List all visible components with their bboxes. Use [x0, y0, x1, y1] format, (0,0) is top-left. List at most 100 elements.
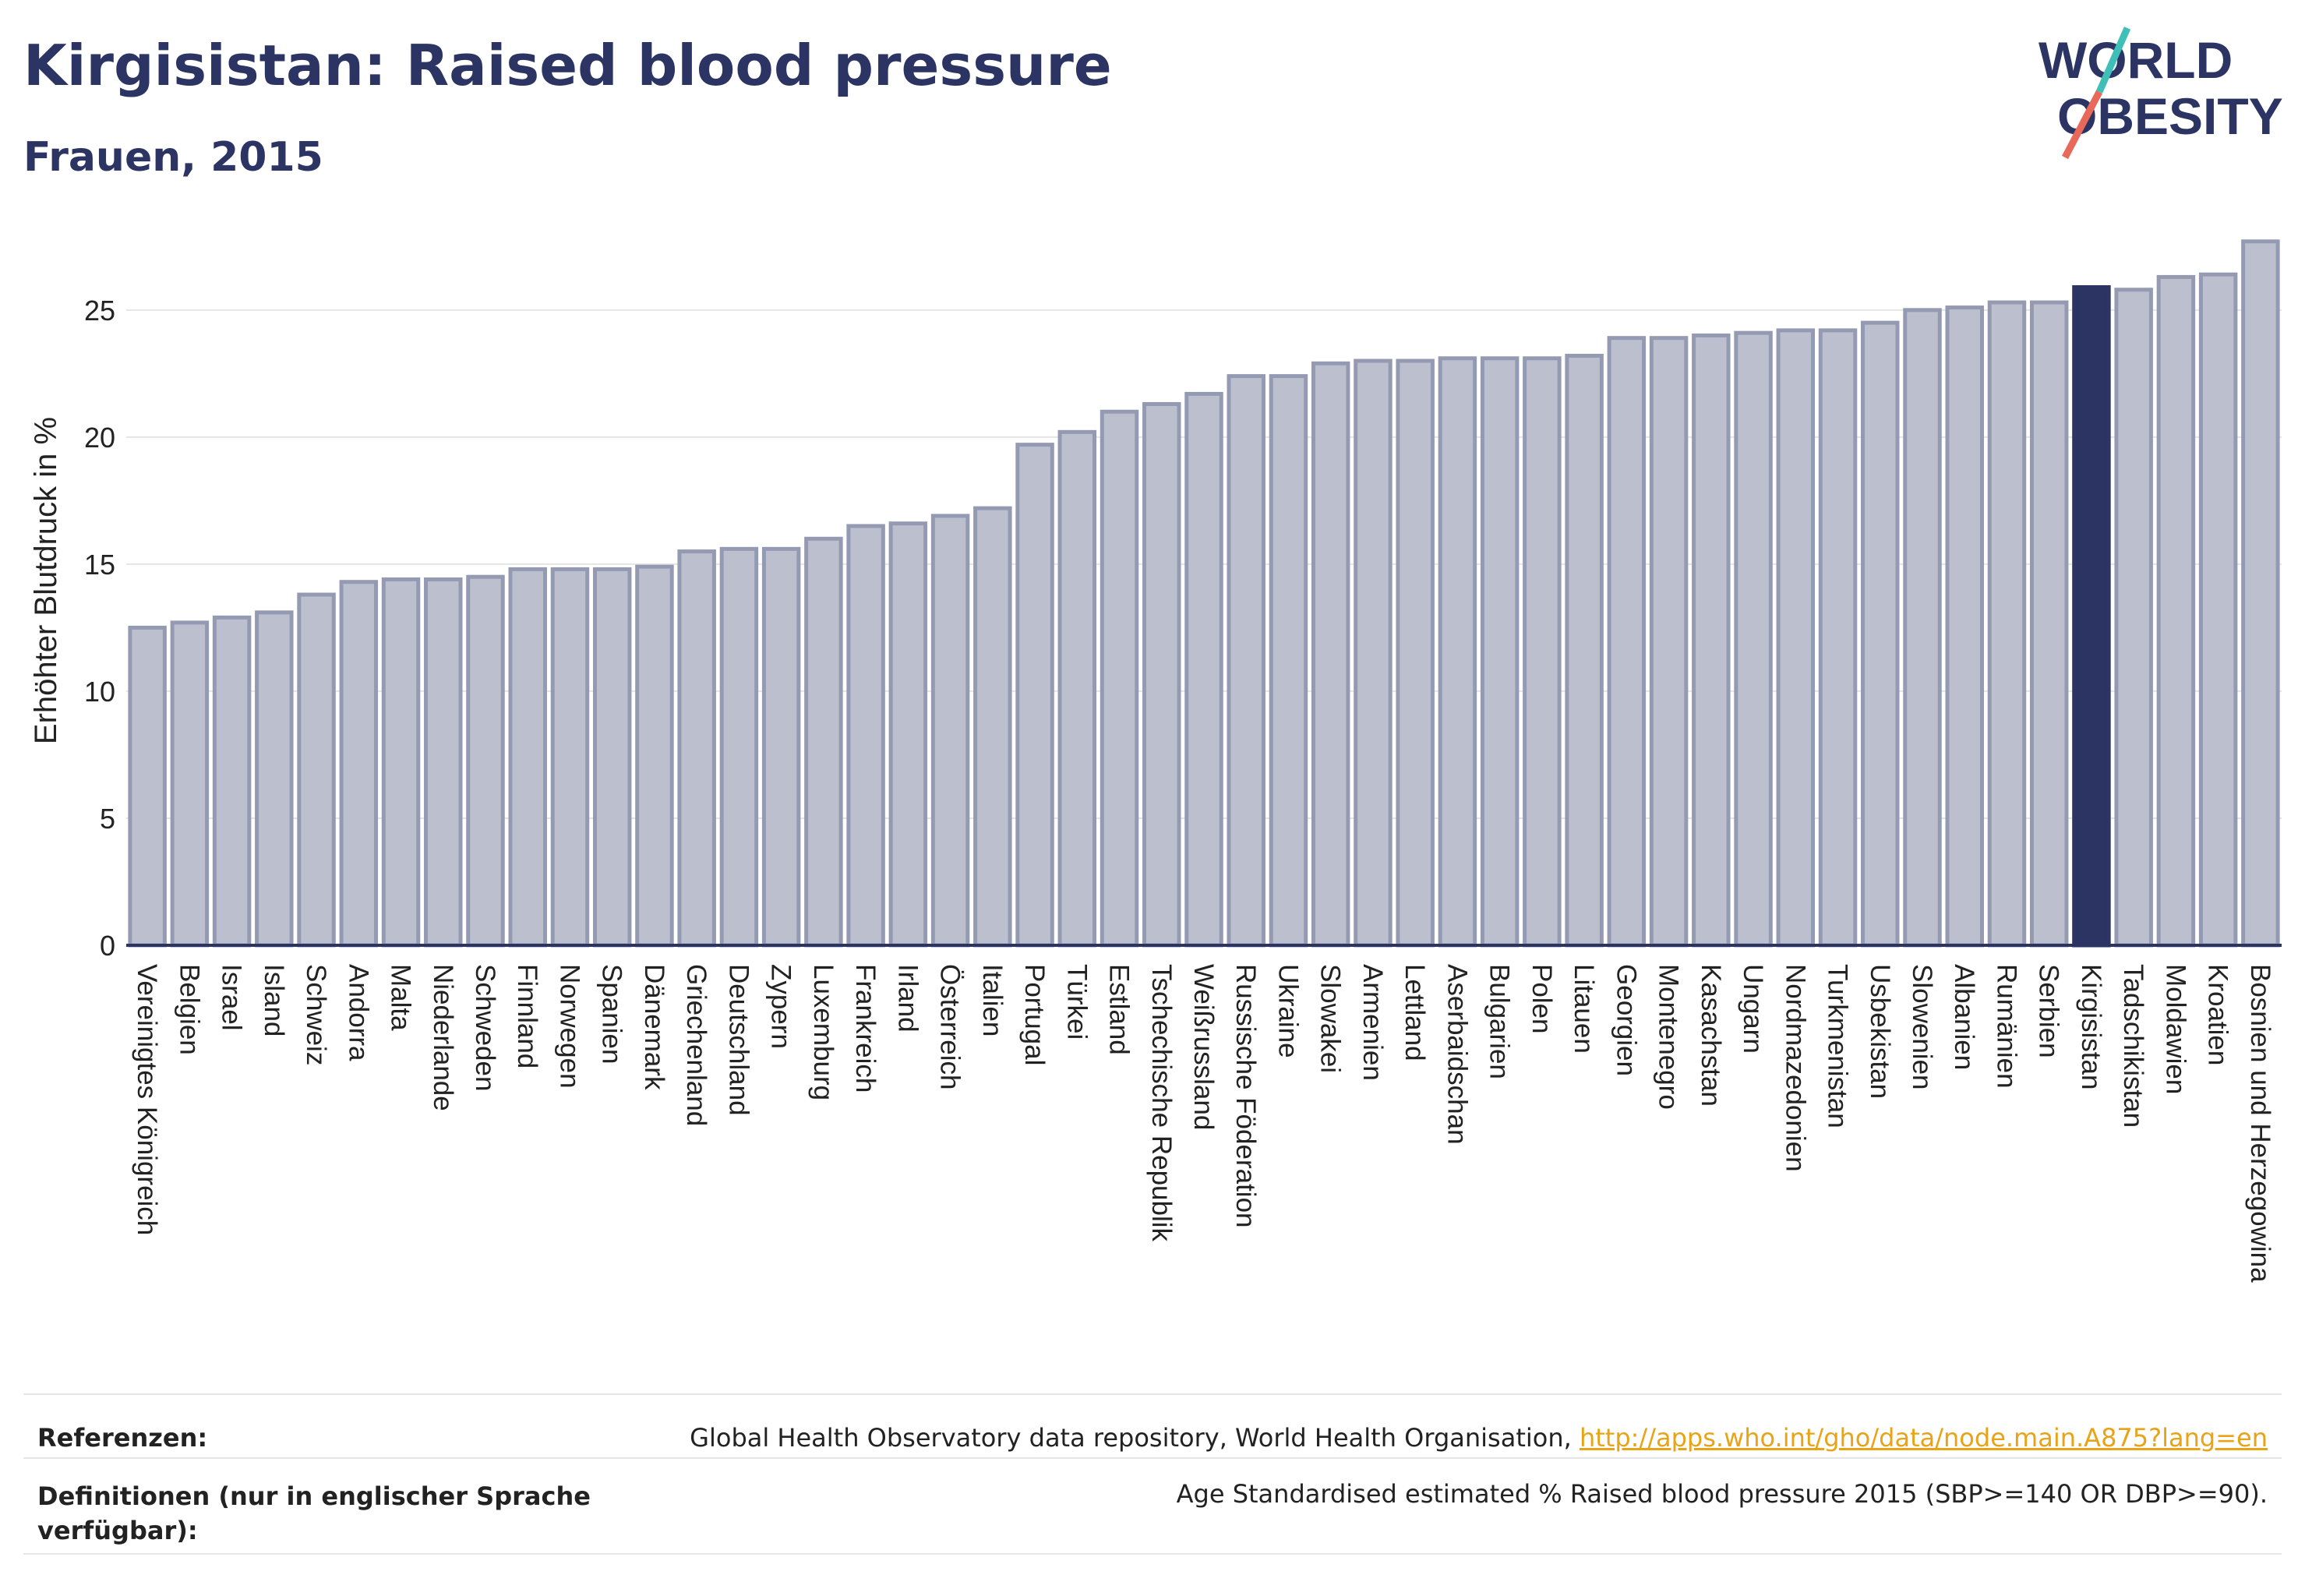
logo-slash-teal — [2095, 26, 2131, 94]
bar — [2198, 272, 2238, 948]
definitions-label-line-2: verfügbar): — [37, 1516, 198, 1545]
bar — [761, 546, 801, 948]
x-tick-label: Estland — [1104, 964, 1135, 1055]
references-label: Referenzen: — [37, 1423, 208, 1453]
bar — [339, 580, 379, 948]
bar — [930, 514, 970, 948]
x-tick-label: Türkei — [1061, 964, 1092, 1040]
x-tick-label: Russische Föderation — [1230, 964, 1261, 1228]
x-tick-label: Griechenland — [681, 964, 711, 1126]
x-tick-label: Polen — [1527, 964, 1557, 1034]
y-tick-label: 5 — [100, 803, 115, 835]
bar — [1142, 401, 1181, 948]
x-tick-label: Israel — [217, 964, 247, 1031]
x-tick-label: Deutschland — [723, 964, 754, 1116]
bar — [1354, 358, 1393, 948]
definitions-label-line-1: Definitionen (nur in englischer Sprache — [37, 1481, 591, 1511]
x-tick-label: Österreich — [935, 964, 965, 1089]
x-tick-label: Frankreich — [850, 964, 881, 1093]
x-tick-label: Lettland — [1400, 964, 1430, 1061]
x-tick-label: Dänemark — [639, 964, 669, 1090]
x-tick-label: Serbien — [2034, 964, 2064, 1058]
bar — [381, 577, 421, 948]
bar — [550, 567, 590, 948]
x-tick-label: Irland — [892, 964, 923, 1033]
x-tick-label: Georgien — [1611, 964, 1641, 1076]
page-title: Kirgisistan: Raised blood pressure — [23, 33, 1112, 98]
x-tick-label: Litauen — [1569, 964, 1599, 1054]
y-tick-label: 15 — [84, 549, 115, 581]
logo-line-1: WORLD — [2038, 31, 2233, 89]
x-tick-label: Weißrussland — [1188, 964, 1219, 1130]
x-tick-label: Andorra — [343, 964, 373, 1061]
bar-chart: Vereinigtes Königreich Belgien Israel Islan… — [29, 239, 2282, 1283]
references-link[interactable]: http://apps.who.int/gho/data/node.main.A… — [1579, 1423, 2268, 1453]
bar — [1311, 361, 1350, 948]
bar — [424, 577, 463, 948]
page-subtitle: Frauen, 2015 — [23, 134, 323, 181]
bar — [592, 567, 632, 948]
x-tick-label: Zypern — [766, 964, 796, 1049]
x-tick-label: Norwegen — [554, 964, 584, 1089]
bar — [1692, 333, 1731, 948]
x-tick-label: Aserbaidschan — [1442, 964, 1472, 1145]
x-tick-label: Slowenien — [1907, 964, 1937, 1090]
x-tick-label: Turkmenistan — [1823, 964, 1853, 1128]
y-tick-label: 0 — [100, 930, 115, 962]
references-value: Global Health Observatory data repositor… — [690, 1423, 2268, 1453]
x-tick-labels: Vereinigtes Königreich Belgien Israel Islan… — [132, 964, 2275, 1283]
y-tick-labels: 0 5 10 15 20 25 — [84, 295, 115, 962]
x-tick-label: Finnland — [512, 964, 542, 1068]
bar — [804, 536, 843, 948]
x-tick-label: Slowakei — [1315, 964, 1346, 1073]
bar — [1987, 300, 2027, 948]
x-tick-label: Belgien — [174, 964, 204, 1055]
bar — [846, 524, 885, 948]
x-tick-label: Schweiz — [301, 964, 331, 1065]
x-tick-label: Island — [259, 964, 289, 1036]
bar — [128, 625, 167, 948]
footer: Referenzen: Global Health Observatory da… — [23, 1393, 2282, 1557]
x-tick-label: Rumänien — [1991, 964, 2021, 1089]
bar — [1100, 409, 1139, 948]
bar — [2114, 288, 2153, 948]
x-tick-label: Ungarn — [1738, 964, 1768, 1054]
y-axis-label: Erhöhter Blutdruck in % — [29, 417, 63, 744]
bar — [973, 506, 1012, 948]
x-tick-label: Ukraine — [1273, 964, 1303, 1058]
bar — [1396, 358, 1435, 948]
bar — [508, 567, 547, 948]
bar — [1015, 443, 1054, 948]
x-tick-label: Niederlande — [428, 964, 458, 1111]
bar — [888, 521, 928, 948]
bar — [466, 574, 505, 948]
bars — [128, 239, 2280, 948]
x-tick-label: Malta — [386, 964, 416, 1031]
bar — [1734, 330, 1773, 948]
x-tick-label: Tschechische Republik — [1146, 964, 1177, 1242]
world-obesity-logo: WORLD OBESITY — [2038, 26, 2283, 160]
definitions-value: Age Standardised estimated % Raised bloo… — [1176, 1479, 2268, 1509]
x-tick-label: Luxemburg — [808, 964, 838, 1100]
bar — [1776, 328, 1816, 948]
x-tick-label: Italien — [977, 964, 1008, 1036]
x-tick-label: Kroatien — [2203, 964, 2233, 1065]
footer-divider-bottom — [23, 1553, 2282, 1555]
bar — [1861, 320, 1900, 948]
bar — [297, 592, 336, 948]
bar — [1480, 356, 1520, 948]
x-tick-label: Tadschikistan — [2118, 964, 2148, 1128]
bar — [1269, 374, 1308, 948]
bar — [2156, 274, 2196, 948]
bar — [1184, 391, 1223, 948]
x-tick-label: Spanien — [597, 964, 627, 1064]
x-tick-label: Kasachstan — [1696, 964, 1726, 1107]
x-tick-label: Kirgisistan — [2076, 964, 2106, 1089]
bar — [635, 564, 674, 948]
x-tick-label: Vereinigtes Königreich — [132, 964, 162, 1235]
bar — [1523, 356, 1562, 948]
y-tick-label: 20 — [84, 422, 115, 454]
x-tick-label: Nordmazedonien — [1780, 964, 1810, 1172]
x-tick-label: Armenien — [1357, 964, 1388, 1081]
bar — [212, 615, 252, 948]
